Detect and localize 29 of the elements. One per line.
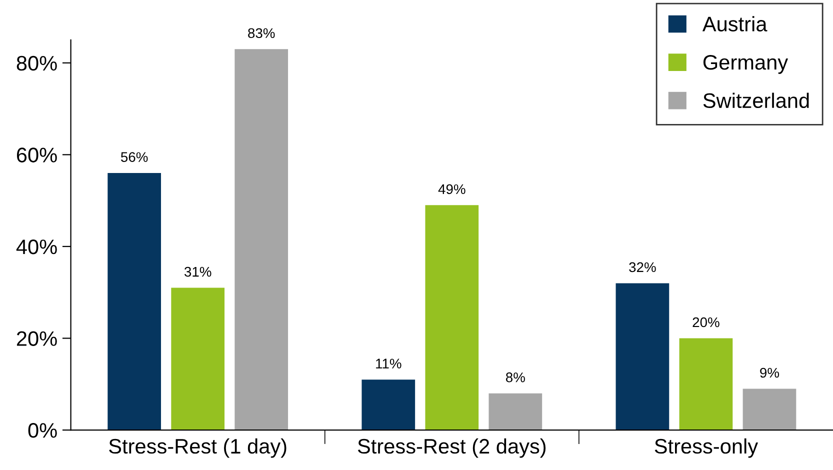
data-label: 31% xyxy=(184,266,212,277)
data-label: 8% xyxy=(506,372,525,382)
bar xyxy=(488,393,542,430)
bar xyxy=(234,49,288,430)
y-tick-label: 40% xyxy=(16,239,57,254)
data-label: 49% xyxy=(438,184,466,194)
data-label: 11% xyxy=(376,358,402,368)
data-label: 20% xyxy=(692,317,720,328)
data-label: 83% xyxy=(248,28,275,38)
data-label: 56% xyxy=(120,152,148,162)
legend-label: Switzerland xyxy=(703,92,809,108)
legend-label: Austria xyxy=(702,16,768,32)
bar xyxy=(108,173,161,430)
x-tick-label: Stress-Rest (2 days) xyxy=(358,438,546,458)
x-tick-label: Stress-Rest (1 day) xyxy=(109,438,286,458)
bar xyxy=(362,380,416,430)
bar xyxy=(171,288,225,430)
y-tick-label: 20% xyxy=(16,331,57,346)
bar xyxy=(679,338,733,430)
bar xyxy=(425,205,479,430)
y-tick-label: 0% xyxy=(28,423,57,438)
legend-label: Germany xyxy=(703,54,788,74)
bar xyxy=(742,388,796,430)
x-tick-label: Stress-only xyxy=(654,438,758,458)
data-label: 9% xyxy=(760,368,780,378)
y-tick-label: 80% xyxy=(16,56,57,71)
bar xyxy=(616,283,670,430)
y-tick-label: 60% xyxy=(16,148,57,162)
data-label: 32% xyxy=(629,262,656,272)
